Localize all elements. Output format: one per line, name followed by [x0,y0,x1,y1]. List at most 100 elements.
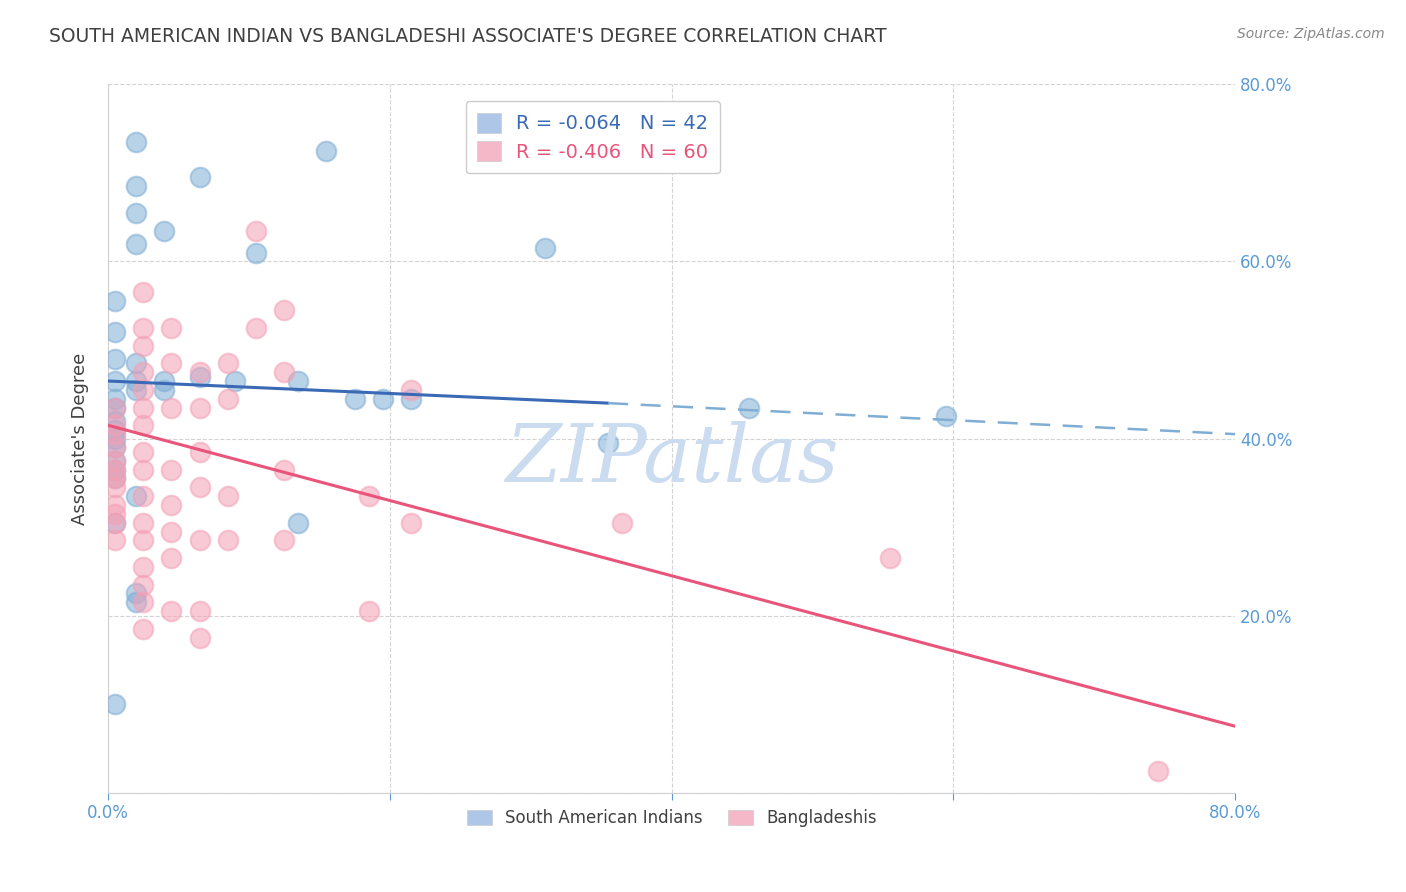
Legend: South American Indians, Bangladeshis: South American Indians, Bangladeshis [460,803,883,834]
Point [104,432,127,446]
Point [132,383,155,397]
Point [153,374,176,388]
Point [104,533,127,548]
Point [104,294,127,309]
Point [343,392,366,406]
Point [104,418,127,433]
Point [132,401,155,415]
Point [125,595,148,609]
Point [104,498,127,512]
Point [132,622,155,636]
Y-axis label: Associate's Degree: Associate's Degree [72,352,89,524]
Point [357,604,380,618]
Point [399,383,422,397]
Point [104,462,127,476]
Point [273,533,295,548]
Point [245,223,267,237]
Point [153,383,176,397]
Point [188,369,211,384]
Point [132,338,155,352]
Point [125,135,148,149]
Point [104,471,127,485]
Point [125,179,148,194]
Point [273,365,295,379]
Point [104,441,127,455]
Point [160,524,183,539]
Point [125,374,148,388]
Point [125,236,148,251]
Point [217,489,239,503]
Point [188,533,211,548]
Point [132,321,155,335]
Point [104,441,127,455]
Point [104,351,127,366]
Point [104,453,127,467]
Point [160,401,183,415]
Point [188,604,211,618]
Point [315,144,337,158]
Point [188,631,211,645]
Point [125,206,148,220]
Point [104,414,127,428]
Point [357,489,380,503]
Point [188,445,211,459]
Point [132,445,155,459]
Point [104,374,127,388]
Point [104,392,127,406]
Point [104,516,127,530]
Point [245,245,267,260]
Point [125,356,148,370]
Point [598,436,620,450]
Point [132,577,155,591]
Point [125,383,148,397]
Point [125,586,148,600]
Text: Source: ZipAtlas.com: Source: ZipAtlas.com [1237,27,1385,41]
Point [273,462,295,476]
Point [132,516,155,530]
Point [879,551,901,566]
Point [104,516,127,530]
Point [399,516,422,530]
Point [160,604,183,618]
Point [104,401,127,415]
Point [132,365,155,379]
Point [104,423,127,437]
Point [132,285,155,300]
Point [217,356,239,370]
Point [188,401,211,415]
Point [160,356,183,370]
Point [125,489,148,503]
Point [217,533,239,548]
Point [533,241,555,255]
Point [104,453,127,467]
Point [132,595,155,609]
Point [104,480,127,494]
Point [104,471,127,485]
Point [188,170,211,185]
Point [104,507,127,521]
Point [738,401,761,415]
Point [287,374,309,388]
Point [104,326,127,340]
Point [132,533,155,548]
Point [1146,764,1168,778]
Point [104,462,127,476]
Point [132,489,155,503]
Point [188,365,211,379]
Point [132,560,155,574]
Point [245,321,267,335]
Point [287,516,309,530]
Point [160,321,183,335]
Point [612,516,634,530]
Point [399,392,422,406]
Point [104,697,127,711]
Point [160,498,183,512]
Text: SOUTH AMERICAN INDIAN VS BANGLADESHI ASSOCIATE'S DEGREE CORRELATION CHART: SOUTH AMERICAN INDIAN VS BANGLADESHI ASS… [49,27,887,45]
Point [153,223,176,237]
Point [273,303,295,318]
Point [160,551,183,566]
Point [935,409,957,424]
Point [188,480,211,494]
Point [104,427,127,442]
Point [160,462,183,476]
